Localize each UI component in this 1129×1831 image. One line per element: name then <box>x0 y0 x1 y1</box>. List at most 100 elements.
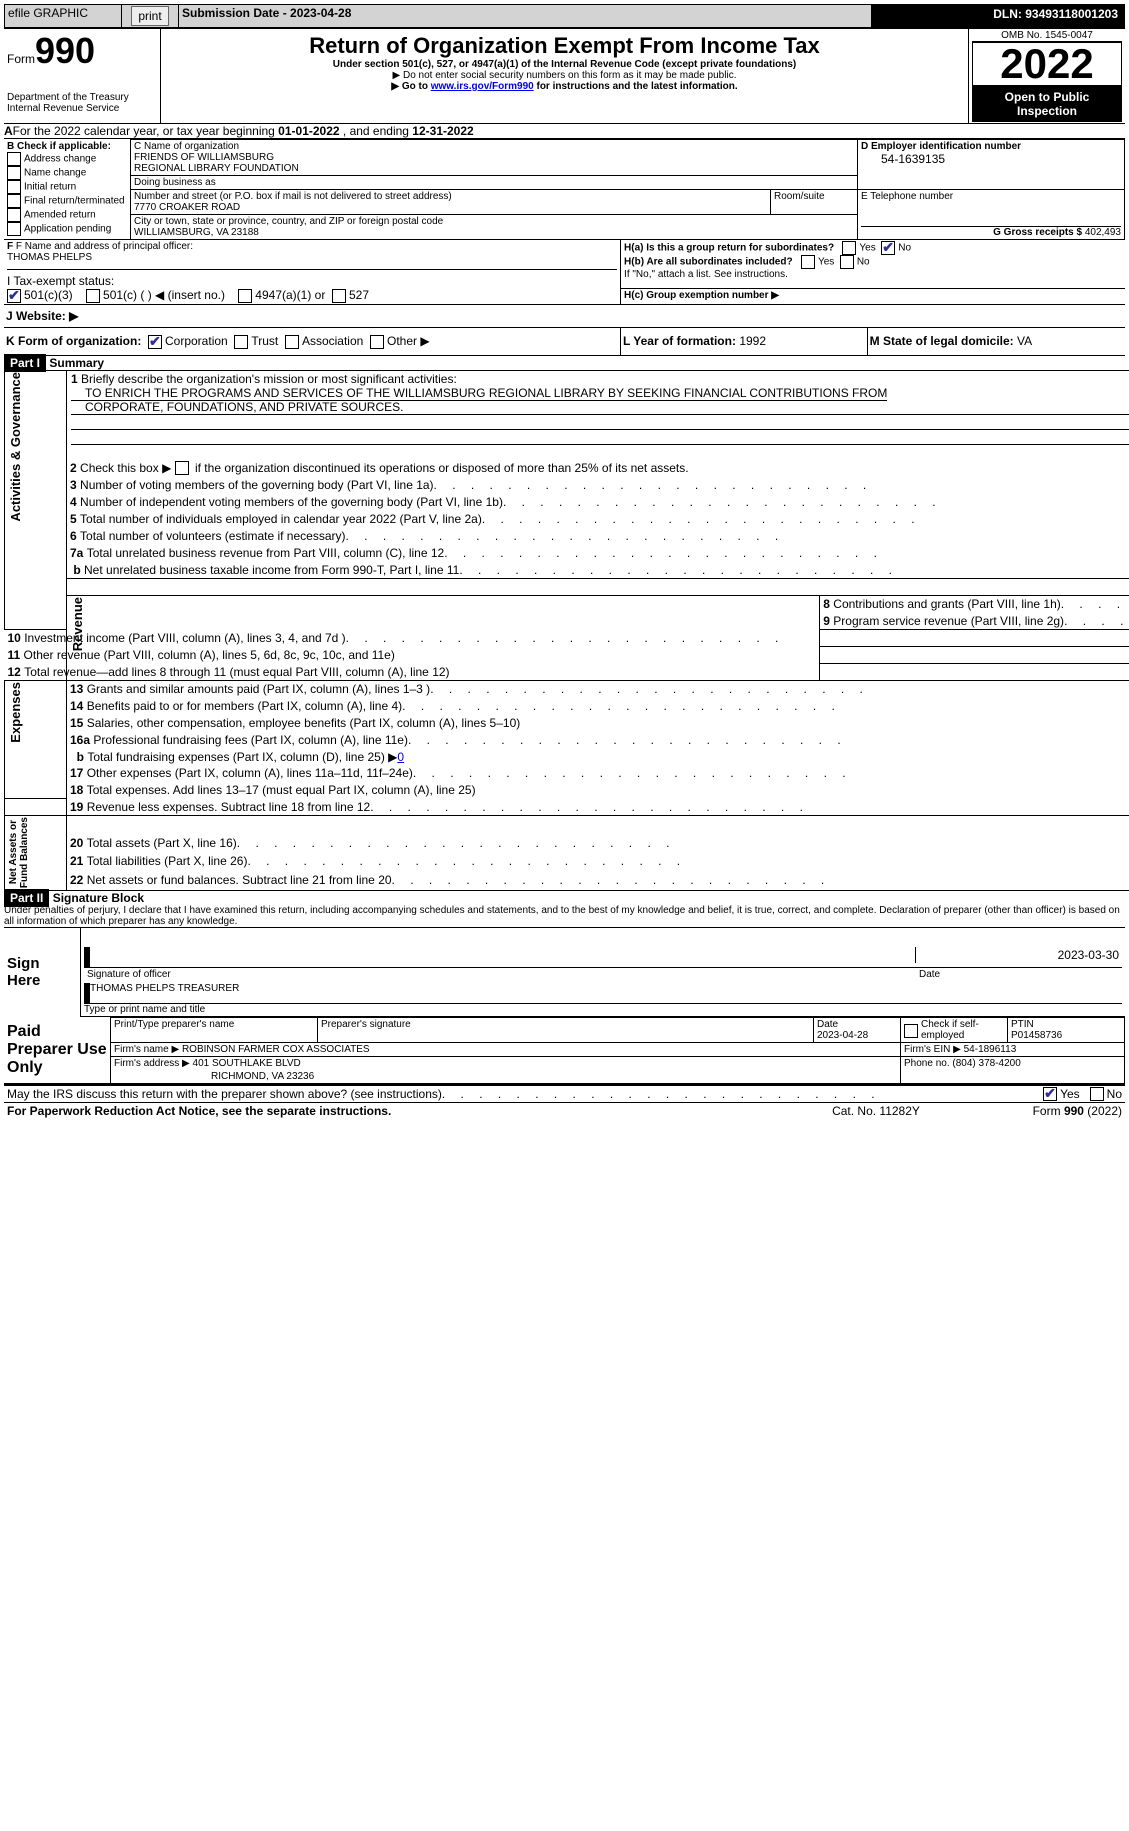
checkbox-name-change[interactable] <box>7 166 21 180</box>
submission-date: Submission Date - 2023-04-28 <box>179 5 872 28</box>
checkbox-other[interactable] <box>370 335 384 349</box>
checkbox-hb-yes[interactable] <box>801 255 815 269</box>
checkbox-ha-yes[interactable] <box>842 241 856 255</box>
line3-label: Number of voting members of the governin… <box>80 478 872 492</box>
officer-date: 2023-03-30 <box>916 947 1123 963</box>
checkbox-amended[interactable] <box>7 208 21 222</box>
form-number: 990 <box>35 30 95 71</box>
checkbox-corp[interactable] <box>148 335 162 349</box>
street-value: 7770 CROAKER ROAD <box>134 202 767 213</box>
rev-label: Revenue <box>70 597 85 651</box>
print-button[interactable]: print <box>131 6 168 26</box>
form-ref: 990 <box>1064 1104 1084 1118</box>
line22-label: Net assets or fund balances. Subtract li… <box>87 873 831 887</box>
line17-label: Other expenses (Part IX, column (A), lin… <box>87 766 852 780</box>
firm-addr1: 401 SOUTHLAKE BLVD <box>193 1058 301 1069</box>
klm-row: K Form of organization: Corporation Trus… <box>4 328 1125 356</box>
tax-year: 2022 <box>972 42 1122 86</box>
entity-block: B Check if applicable: Address change Na… <box>4 139 1125 240</box>
checkbox-discuss-yes[interactable] <box>1043 1087 1057 1101</box>
city-value: WILLIAMSBURG, VA 23188 <box>134 227 854 238</box>
footer-row: For Paperwork Reduction Act Notice, see … <box>4 1103 1125 1119</box>
line21-label: Total liabilities (Part X, line 26) <box>87 854 686 868</box>
date-label: Date <box>916 968 1122 981</box>
line12-label: Total revenue—add lines 8 through 11 (mu… <box>24 665 449 679</box>
firm-ein: 54-1896113 <box>964 1044 1017 1055</box>
paid-label: Paid Preparer Use Only <box>7 1023 107 1076</box>
checkbox-assoc[interactable] <box>285 335 299 349</box>
goto-line: ▶ Go to www.irs.gov/Form990 for instruct… <box>165 81 964 92</box>
prep-sig-label: Preparer's signature <box>318 1017 814 1042</box>
may-discuss-label: May the IRS discuss this return with the… <box>7 1087 881 1101</box>
line7b-label: Net unrelated business taxable income fr… <box>84 563 898 577</box>
line1-label: Briefly describe the organization's miss… <box>81 372 457 386</box>
checkbox-application[interactable] <box>7 222 21 236</box>
line16b-link[interactable]: 0 <box>397 750 404 764</box>
phone-value: (804) 378-4200 <box>952 1058 1020 1069</box>
checkbox-discuss-no[interactable] <box>1090 1087 1104 1101</box>
line4-label: Number of independent voting members of … <box>80 495 942 509</box>
checkbox-initial-return[interactable] <box>7 180 21 194</box>
checkbox-4947[interactable] <box>238 289 252 303</box>
line18-label: Total expenses. Add lines 13–17 (must eq… <box>87 783 476 797</box>
h-c: H(c) Group exemption number ▶ <box>624 290 1122 301</box>
prep-date: 2023-04-28 <box>817 1030 868 1041</box>
part1-header: Part I Summary <box>4 356 1125 370</box>
checkbox-trust[interactable] <box>234 335 248 349</box>
prep-name-label: Print/Type preparer's name <box>111 1017 318 1042</box>
irs-link[interactable]: www.irs.gov/Form990 <box>431 81 534 92</box>
summary-table: Activities & Governance 1 Briefly descri… <box>4 370 1129 891</box>
prep-date-label: Date <box>817 1019 838 1030</box>
ein-value: 54-1639135 <box>861 152 1121 166</box>
checkbox-line2[interactable] <box>175 461 189 475</box>
form-word: Form <box>7 52 35 66</box>
gross-receipts: G Gross receipts $ 402,493 <box>861 226 1121 238</box>
checkbox-501c3[interactable] <box>7 289 21 303</box>
p12: 370,147 <box>820 664 1129 681</box>
checkbox-hb-no[interactable] <box>840 255 854 269</box>
no-ssn-note: ▶ Do not enter social security numbers o… <box>165 70 964 81</box>
checkbox-527[interactable] <box>332 289 346 303</box>
box-j: J Website: ▶ <box>4 305 1125 328</box>
h-b-note: If "No," attach a list. See instructions… <box>624 269 1122 280</box>
checkbox-final-return[interactable] <box>7 194 21 208</box>
top-bar: efile GRAPHIC print Submission Date - 20… <box>4 4 1125 28</box>
line13-label: Grants and similar amounts paid (Part IX… <box>87 682 869 696</box>
line6-label: Total number of volunteers (estimate if … <box>80 529 784 543</box>
label-name-org: C Name of organization <box>134 141 854 152</box>
declaration: Under penalties of perjury, I declare th… <box>4 905 1125 928</box>
sig-officer-label: Signature of officer <box>84 968 916 981</box>
ptin-label: PTIN <box>1011 1019 1034 1030</box>
line19-label: Revenue less expenses. Subtract line 18 … <box>87 800 809 814</box>
line10-label: Investment income (Part VIII, column (A)… <box>24 631 784 645</box>
line2-label: Check this box ▶ if the organization dis… <box>80 461 689 475</box>
officer-name: THOMAS PHELPS <box>7 252 617 263</box>
title-block: Form990 Department of the Treasury Inter… <box>4 28 1125 124</box>
box-l: L Year of formation: 1992 <box>621 328 868 355</box>
line14-label: Benefits paid to or for members (Part IX… <box>87 699 841 713</box>
type-name-label: Type or print name and title <box>84 1004 1122 1015</box>
org-name-2: REGIONAL LIBRARY FOUNDATION <box>134 163 854 174</box>
firm-name-label: Firm's name ▶ <box>114 1044 179 1055</box>
dept-label: Department of the Treasury Internal Reve… <box>7 92 157 114</box>
line9-label: Program service revenue (Part VIII, line… <box>833 614 1129 628</box>
subtitle: Under section 501(c), 527, or 4947(a)(1)… <box>165 59 964 70</box>
checkbox-501c[interactable] <box>86 289 100 303</box>
sign-here-block: Sign Here 2023-03-30 Signature of office… <box>4 928 1125 1017</box>
sign-here: Sign Here <box>7 955 40 989</box>
label-officer: F Name and address of principal officer: <box>16 241 193 252</box>
line-a: AFor the 2022 calendar year, or tax year… <box>4 124 1125 139</box>
ptin-value: P01458736 <box>1011 1030 1062 1041</box>
pra-notice: For Paperwork Reduction Act Notice, see … <box>7 1104 391 1118</box>
mission-1: TO ENRICH THE PROGRAMS AND SERVICES OF T… <box>71 386 887 401</box>
checkbox-ha-no[interactable] <box>881 241 895 255</box>
phone-label: Phone no. <box>904 1058 950 1069</box>
firm-name: ROBINSON FARMER COX ASSOCIATES <box>182 1044 370 1055</box>
line8-label: Contributions and grants (Part VIII, lin… <box>833 597 1129 611</box>
label-tax-exempt: I Tax-exempt status: <box>7 274 114 288</box>
p11 <box>820 647 1129 664</box>
checkbox-self-employed[interactable] <box>904 1024 918 1038</box>
checkbox-address-change[interactable] <box>7 152 21 166</box>
exp-label: Expenses <box>8 682 23 743</box>
label-room: Room/suite <box>774 191 854 202</box>
